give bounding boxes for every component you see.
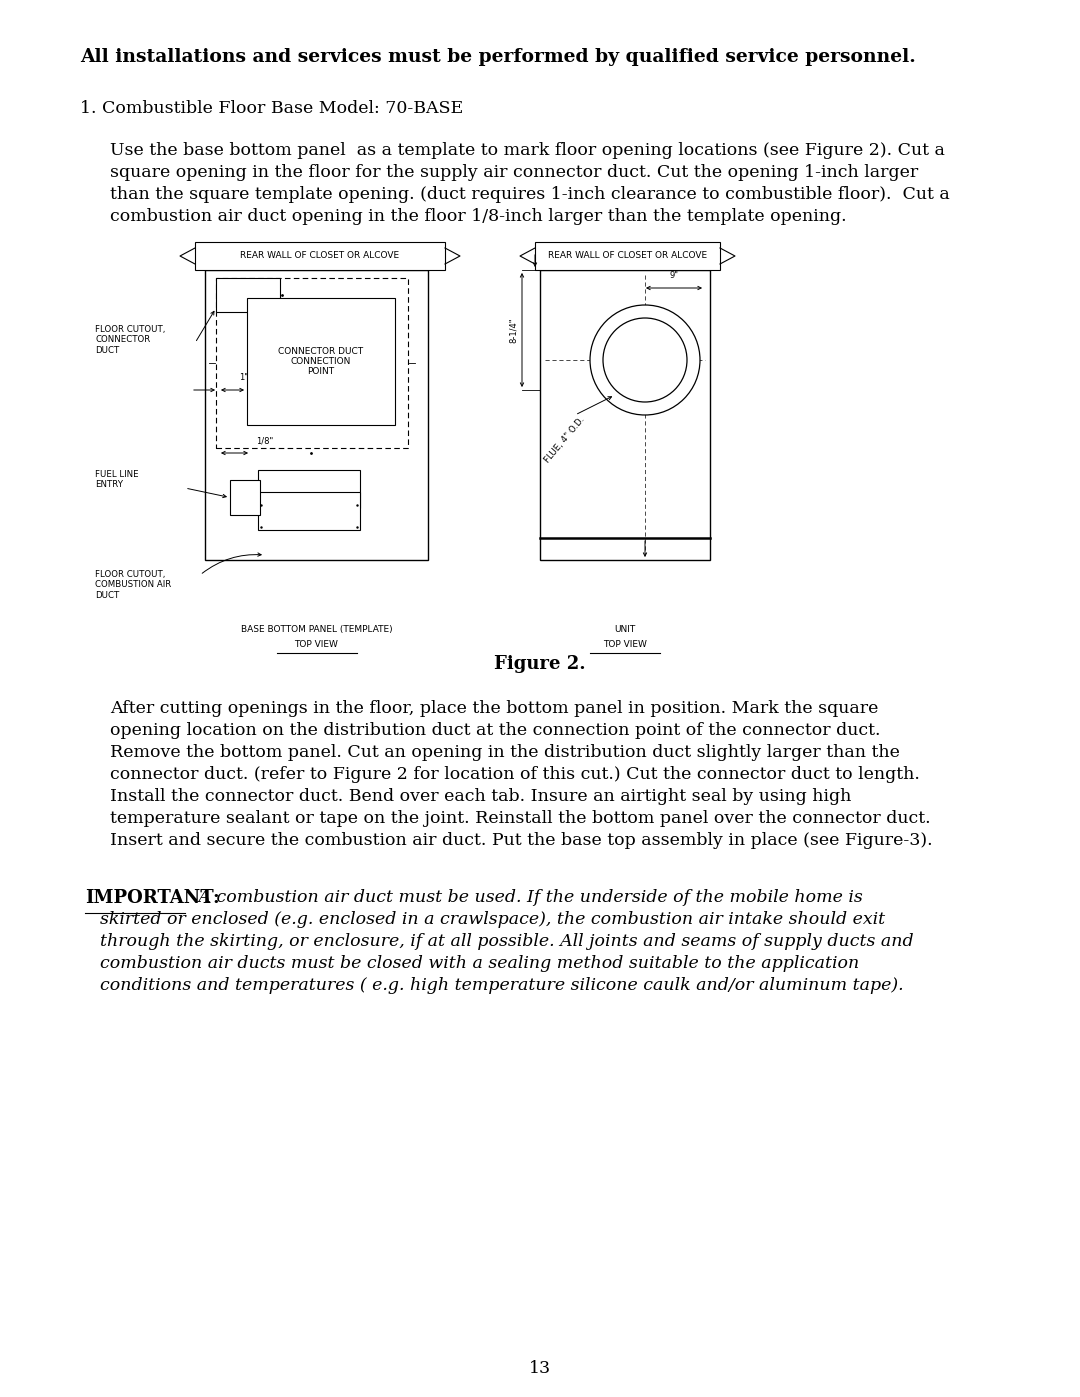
- Bar: [247, 298, 395, 425]
- Text: 1. Combustible Floor Base Model: 70-BASE: 1. Combustible Floor Base Model: 70-BASE: [80, 101, 463, 117]
- Text: combustion air duct opening in the floor 1/8-inch larger than the template openi: combustion air duct opening in the floor…: [110, 208, 847, 225]
- Bar: [258, 492, 360, 529]
- Text: 1": 1": [240, 373, 248, 381]
- Text: square opening in the floor for the supply air connector duct. Cut the opening 1: square opening in the floor for the supp…: [110, 163, 918, 182]
- Text: opening location on the distribution duct at the connection point of the connect: opening location on the distribution duc…: [110, 722, 880, 739]
- Text: FLOOR CUTOUT,
COMBUSTION AIR
DUCT: FLOOR CUTOUT, COMBUSTION AIR DUCT: [95, 570, 172, 599]
- Bar: [216, 278, 408, 448]
- Text: temperature sealant or tape on the joint. Reinstall the bottom panel over the co: temperature sealant or tape on the joint…: [110, 810, 931, 827]
- Text: combustion air ducts must be closed with a sealing method suitable to the applic: combustion air ducts must be closed with…: [100, 956, 860, 972]
- Text: through the skirting, or enclosure, if at all possible. All joints and seams of : through the skirting, or enclosure, if a…: [100, 933, 914, 950]
- Bar: [540, 270, 710, 560]
- Text: Figure 2.: Figure 2.: [495, 655, 585, 673]
- Text: REAR WALL OF CLOSET OR ALCOVE: REAR WALL OF CLOSET OR ALCOVE: [548, 251, 707, 260]
- Bar: [535, 242, 720, 270]
- Text: After cutting openings in the floor, place the bottom panel in position. Mark th: After cutting openings in the floor, pla…: [110, 700, 878, 717]
- Text: FUEL LINE
ENTRY: FUEL LINE ENTRY: [95, 469, 138, 489]
- Text: TOP VIEW: TOP VIEW: [603, 640, 647, 650]
- Text: Use the base bottom panel  as a template to mark floor opening locations (see Fi: Use the base bottom panel as a template …: [110, 142, 945, 159]
- Text: REAR WALL OF CLOSET OR ALCOVE: REAR WALL OF CLOSET OR ALCOVE: [241, 251, 400, 260]
- Text: IMPORTANT:: IMPORTANT:: [85, 888, 219, 907]
- Text: 13: 13: [529, 1361, 551, 1377]
- Text: UNIT: UNIT: [615, 624, 636, 634]
- Circle shape: [590, 305, 700, 415]
- Text: Insert and secure the combustion air duct. Put the base top assembly in place (s: Insert and secure the combustion air duc…: [110, 833, 933, 849]
- Text: Remove the bottom panel. Cut an opening in the distribution duct slightly larger: Remove the bottom panel. Cut an opening …: [110, 745, 900, 761]
- Text: 8-1/4": 8-1/4": [509, 317, 518, 342]
- Text: connector duct. (refer to Figure 2 for location of this cut.) Cut the connector : connector duct. (refer to Figure 2 for l…: [110, 766, 920, 782]
- Text: A combustion air duct must be used. If the underside of the mobile home is: A combustion air duct must be used. If t…: [193, 888, 863, 907]
- Text: than the square template opening. (duct requires 1-inch clearance to combustible: than the square template opening. (duct …: [110, 186, 949, 203]
- Text: TOP VIEW: TOP VIEW: [295, 640, 338, 650]
- Text: Install the connector duct. Bend over each tab. Insure an airtight seal by using: Install the connector duct. Bend over ea…: [110, 788, 851, 805]
- Text: FLUE, 4" O.D.: FLUE, 4" O.D.: [543, 415, 586, 465]
- Text: FLOOR CUTOUT,
CONNECTOR
DUCT: FLOOR CUTOUT, CONNECTOR DUCT: [95, 326, 165, 355]
- Text: skirted or enclosed (e.g. enclosed in a crawlspace), the combustion air intake s: skirted or enclosed (e.g. enclosed in a …: [100, 911, 886, 928]
- Bar: [205, 270, 428, 560]
- Text: 1/8": 1/8": [257, 436, 273, 446]
- Text: 9": 9": [670, 271, 678, 279]
- Bar: [258, 469, 360, 509]
- Circle shape: [603, 319, 687, 402]
- Text: conditions and temperatures ( e.g. high temperature silicone caulk and/or alumin: conditions and temperatures ( e.g. high …: [100, 977, 904, 995]
- Bar: [216, 278, 280, 312]
- Bar: [195, 242, 445, 270]
- Bar: [230, 481, 260, 515]
- Text: All installations and services must be performed by qualified service personnel.: All installations and services must be p…: [80, 47, 916, 66]
- Text: CONNECTOR DUCT
CONNECTION
POINT: CONNECTOR DUCT CONNECTION POINT: [279, 346, 364, 376]
- Text: BASE BOTTOM PANEL (TEMPLATE): BASE BOTTOM PANEL (TEMPLATE): [241, 624, 392, 634]
